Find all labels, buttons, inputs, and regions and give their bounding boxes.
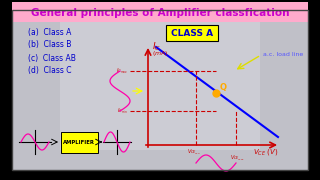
Text: $I_{C_{max}}$: $I_{C_{max}}$ <box>116 66 128 76</box>
FancyBboxPatch shape <box>166 25 218 41</box>
Text: $(mA)$: $(mA)$ <box>152 50 169 59</box>
Text: $V_{CE}\ (V)$: $V_{CE}\ (V)$ <box>252 147 278 157</box>
Text: (b)  Class B: (b) Class B <box>28 40 71 50</box>
Polygon shape <box>12 10 308 170</box>
FancyBboxPatch shape <box>12 2 308 22</box>
Text: AMPLIFIER: AMPLIFIER <box>63 140 95 145</box>
Text: General principles of Amplifier classfication: General principles of Amplifier classfic… <box>31 8 289 18</box>
Text: $V_{CE_{max}}$: $V_{CE_{max}}$ <box>230 153 245 163</box>
Text: $V_{CE_{min}}$: $V_{CE_{min}}$ <box>187 147 201 157</box>
FancyBboxPatch shape <box>60 132 98 152</box>
Text: (a)  Class A: (a) Class A <box>28 28 71 37</box>
Text: Q: Q <box>220 83 227 92</box>
Text: CLASS A: CLASS A <box>171 28 213 37</box>
Polygon shape <box>60 20 260 150</box>
Text: $I_{C_{min}}$: $I_{C_{min}}$ <box>117 106 128 116</box>
Text: a.c. load line: a.c. load line <box>263 51 303 57</box>
Text: $I_C$: $I_C$ <box>152 41 161 53</box>
Text: (d)  Class C: (d) Class C <box>28 66 71 75</box>
Text: (c)  Class AB: (c) Class AB <box>28 53 76 62</box>
